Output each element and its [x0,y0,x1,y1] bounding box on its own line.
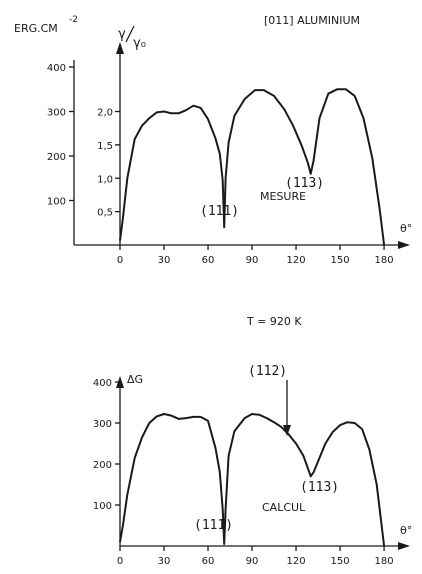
x-tick-label: 0 [117,255,123,266]
x-tick-label: 90 [246,556,259,567]
y-tick-label: 200 [47,152,66,163]
top-chart: ERG.CM -2 γ γ₀ [011] ALUMINIUM θ° 0 30 60 9… [14,14,412,266]
x-tick-label: 90 [246,255,259,266]
top-x-ticks: 0 30 60 90 120 150 180 [117,245,394,266]
x-tick-label: 180 [375,556,394,567]
bottom-ylabel: ΔG [127,373,143,386]
x-tick-label: 120 [286,255,305,266]
top-y2-ticks: 0,5 1,0 1,5 2,0 [97,108,120,219]
top-annotation-111: (111) [200,204,239,219]
x-tick-label: 30 [158,255,171,266]
bottom-annotation-113: (113) [300,480,339,495]
x-tick-label: 150 [331,255,350,266]
top-ylabel2-slash [125,25,135,43]
bottom-chart: T = 920 K ΔG θ° 0 30 60 90 120 150 180 100 200 3… [93,315,412,567]
top-ylabel: ERG.CM [14,22,58,35]
x-tick-label: 150 [331,556,350,567]
bottom-annotation-112: (112) [248,364,287,379]
x-tick-label: 180 [375,255,394,266]
top-y-ticks: 100 200 300 400 [47,63,74,208]
y-tick-label: 100 [47,197,66,208]
bottom-annotation-111: (111) [194,518,233,533]
top-xlabel: θ° [400,222,412,235]
bottom-y-ticks: 100 200 300 400 [93,378,120,512]
x-tick-label: 120 [286,556,305,567]
top-series-line [119,88,386,246]
top-annotation-mesure: MESURE [260,190,306,203]
y2-tick-label: 0,5 [97,208,113,219]
x-tick-label: 60 [202,255,215,266]
bottom-x-axis-arrow [398,542,410,550]
y2-tick-label: 1,5 [97,141,113,152]
top-annotation-113: (113) [285,176,324,191]
bottom-title: T = 920 K [246,315,302,328]
bottom-xlabel: θ° [400,524,412,537]
top-ylabel2-numerator: γ [118,27,126,42]
bottom-x-ticks: 0 30 60 90 120 150 180 [117,546,394,567]
top-ylabel2-denominator: γ₀ [133,36,146,51]
top-x-axis-arrow [398,241,410,249]
y-tick-label: 400 [47,63,66,74]
y-tick-label: 400 [93,378,112,389]
y2-tick-label: 1,0 [97,174,113,185]
bottom-series-line [119,413,386,547]
top-y2-axis-arrow [116,42,124,54]
x-tick-label: 60 [202,556,215,567]
y2-tick-label: 2,0 [97,108,113,119]
y-tick-label: 100 [93,501,112,512]
y-tick-label: 300 [47,108,66,119]
x-tick-label: 0 [117,556,123,567]
y-tick-label: 300 [93,419,112,430]
annotation-112-arrow-head [283,425,291,436]
bottom-annotation-calcul: CALCUL [262,501,306,514]
top-ylabel-exponent: -2 [69,15,78,25]
x-tick-label: 30 [158,556,171,567]
y-tick-label: 200 [93,460,112,471]
top-title: [011] ALUMINIUM [264,14,360,27]
